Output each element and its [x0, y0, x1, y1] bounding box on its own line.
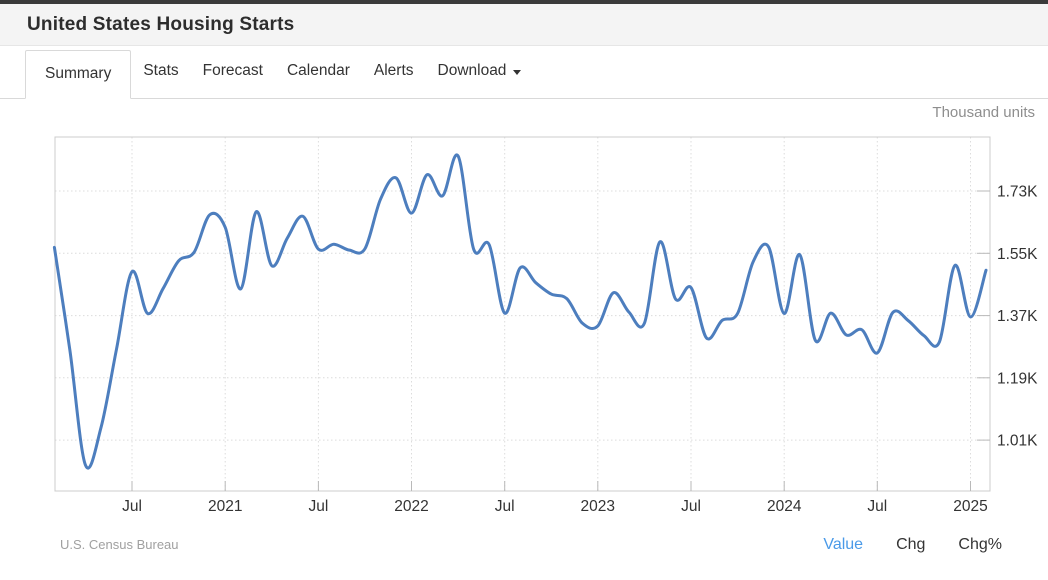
gridlines: [55, 137, 990, 491]
svg-text:2023: 2023: [581, 498, 615, 515]
svg-text:1.37K: 1.37K: [997, 308, 1038, 325]
svg-text:Jul: Jul: [308, 498, 328, 515]
tab-stats[interactable]: Stats: [143, 62, 179, 79]
chart-section: Thousand units 1.73K 1.55K 1.37K 1.19K 1.01K…: [0, 99, 1048, 580]
footer-link-chgpct[interactable]: Chg%: [958, 536, 1002, 553]
footer-link-value[interactable]: Value: [823, 536, 864, 553]
tick-marks: [131, 190, 990, 491]
series-line: [52, 153, 988, 470]
page-title: United States Housing Starts: [27, 13, 295, 35]
svg-text:2025: 2025: [953, 498, 987, 515]
svg-text:Jul: Jul: [867, 498, 887, 515]
chevron-down-icon: [513, 70, 522, 75]
top-dark-bar: [0, 0, 1048, 4]
svg-text:Jul: Jul: [681, 498, 701, 515]
svg-text:Jul: Jul: [495, 498, 515, 515]
x-axis-labels: Jul 2021 Jul 2022 Jul 2023 Jul 2024 Jul 2025: [122, 498, 988, 515]
tab-bar: Summary Stats Forecast Calendar Alerts Downlo…: [0, 46, 1048, 99]
svg-text:1.73K: 1.73K: [997, 184, 1038, 201]
svg-text:1.55K: 1.55K: [997, 246, 1038, 263]
tab-download[interactable]: Download: [426, 46, 534, 98]
tab-calendar[interactable]: Calendar: [286, 62, 350, 79]
plot-border: [54, 136, 991, 492]
tab-alerts[interactable]: Alerts: [373, 62, 414, 79]
units-label: Thousand units: [932, 104, 1035, 121]
svg-text:2021: 2021: [208, 498, 242, 515]
svg-text:Jul: Jul: [122, 498, 142, 515]
svg-text:1.19K: 1.19K: [997, 370, 1038, 387]
footer-link-chg[interactable]: Chg: [896, 536, 926, 553]
page-header: United States Housing Starts: [0, 4, 1048, 46]
footer-links: Value Chg Chg%: [823, 536, 1002, 554]
source-label: U.S. Census Bureau: [60, 537, 179, 552]
chart-footer: U.S. Census Bureau Value Chg Chg%: [60, 536, 1002, 560]
svg-text:2024: 2024: [767, 498, 802, 515]
svg-text:2022: 2022: [394, 498, 428, 515]
tab-summary[interactable]: Summary: [25, 50, 132, 99]
tab-forecast[interactable]: Forecast: [202, 62, 263, 79]
svg-text:1.01K: 1.01K: [997, 433, 1038, 450]
y-axis-labels: 1.73K 1.55K 1.37K 1.19K 1.01K: [997, 184, 1038, 450]
